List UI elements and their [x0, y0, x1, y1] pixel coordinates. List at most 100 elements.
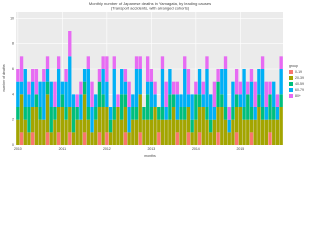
- bar-segment: [194, 94, 198, 120]
- bar-segment: [82, 132, 87, 145]
- chart-title: Monthly number of Japanese deaths in Yam…: [89, 1, 211, 6]
- bar-segment: [49, 107, 53, 133]
- bar-segment: [268, 94, 272, 120]
- bar-segment: [157, 107, 161, 120]
- bar-segment: [260, 107, 265, 120]
- bar-segment: [197, 132, 202, 145]
- bar-segment: [145, 81, 150, 95]
- bar-segment: [90, 81, 94, 107]
- bar-segment: [71, 132, 76, 145]
- bar-segment: [45, 94, 50, 133]
- bar-segment: [216, 107, 220, 133]
- legend-label: 60-79: [295, 88, 304, 92]
- bar-segment: [45, 132, 50, 145]
- page: Monthly number of Japanese deaths in Yam…: [1, 1, 305, 158]
- bar-segment: [171, 107, 176, 145]
- bar-segment: [90, 132, 94, 145]
- bar-segment: [160, 69, 165, 107]
- bar-segment: [60, 107, 65, 145]
- bar-segment: [31, 107, 35, 133]
- bar-segment: [90, 107, 94, 133]
- bar-segment: [201, 94, 205, 107]
- bar-segment: [234, 69, 239, 95]
- bar-segment: [149, 119, 154, 145]
- bar-segment: [257, 94, 261, 107]
- bar-segment: [231, 81, 235, 107]
- bar-segment: [68, 132, 72, 145]
- y-tick-label: 8: [12, 42, 14, 46]
- bar-segment: [120, 69, 124, 95]
- bar-segment: [56, 107, 61, 133]
- bar-segment: [97, 107, 102, 133]
- y-tick-label: 0: [12, 143, 14, 147]
- bar-segment: [183, 56, 187, 69]
- bar-segment: [264, 81, 268, 107]
- bar-segment: [42, 81, 46, 120]
- bar-segment: [190, 119, 194, 133]
- bar-segment: [120, 119, 124, 145]
- bar-segment: [164, 119, 168, 145]
- bar-segment: [86, 119, 90, 145]
- bar-segment: [209, 132, 213, 145]
- bar-segment: [31, 69, 35, 82]
- bar-segment: [86, 56, 90, 69]
- bar-segment: [227, 132, 231, 145]
- bar-segment: [142, 119, 146, 145]
- bar-segment: [212, 81, 217, 107]
- chart-subtitle: (Transport accidents, with arranged coho…: [111, 6, 190, 11]
- bar-segment: [183, 119, 187, 145]
- bar-segment: [149, 81, 154, 107]
- bar-segment: [186, 107, 191, 133]
- bar-segment: [64, 69, 68, 82]
- bar-segment: [153, 81, 157, 95]
- bar-segment: [112, 119, 116, 145]
- bar-segment: [279, 56, 283, 69]
- bar-segment: [223, 107, 228, 120]
- bar-segment: [212, 107, 217, 120]
- bar-segment: [253, 119, 257, 145]
- bar-segment: [179, 119, 183, 145]
- bar-segment: [209, 119, 213, 133]
- bar-segment: [75, 94, 79, 107]
- bar-segment: [175, 119, 179, 133]
- x-tick-label: 2010: [14, 147, 22, 151]
- bar-segment: [101, 56, 105, 69]
- bar-segment: [183, 107, 187, 120]
- legend-label: 20-39: [295, 76, 304, 80]
- bar-segment: [220, 107, 224, 145]
- bar-segment: [272, 107, 276, 120]
- bar-segment: [60, 94, 65, 107]
- bar-segment: [183, 69, 187, 107]
- bar-segment: [16, 107, 20, 120]
- bar-segment: [75, 107, 79, 120]
- legend-label: 0-19: [295, 70, 302, 74]
- bar-segment: [157, 132, 161, 145]
- bar-segment: [279, 107, 283, 145]
- bar-segment: [238, 107, 243, 145]
- bar-segment: [97, 132, 102, 145]
- bar-segment: [138, 56, 142, 69]
- legend-swatch: [289, 76, 293, 80]
- bar-segment: [197, 94, 202, 107]
- bar-segment: [101, 69, 105, 95]
- legend-swatch: [289, 70, 293, 74]
- bar-segment: [53, 107, 57, 120]
- bar-segment: [168, 94, 172, 120]
- bar-segment: [71, 107, 76, 133]
- bar-segment: [45, 81, 50, 95]
- bar-segment: [253, 81, 257, 107]
- bar-segment: [53, 119, 57, 145]
- bar-segment: [264, 107, 268, 120]
- bar-segment: [38, 81, 42, 107]
- bar-segment: [268, 81, 272, 95]
- bar-segment: [220, 94, 224, 107]
- bar-segment: [79, 119, 83, 145]
- bar-segment: [105, 107, 109, 133]
- bar-segment: [223, 119, 228, 145]
- bar-segment: [260, 56, 265, 69]
- bar-segment: [164, 81, 168, 107]
- bar-segment: [168, 119, 172, 145]
- bar-segment: [223, 69, 228, 107]
- bar-segment: [131, 107, 135, 120]
- bar-segment: [19, 56, 24, 82]
